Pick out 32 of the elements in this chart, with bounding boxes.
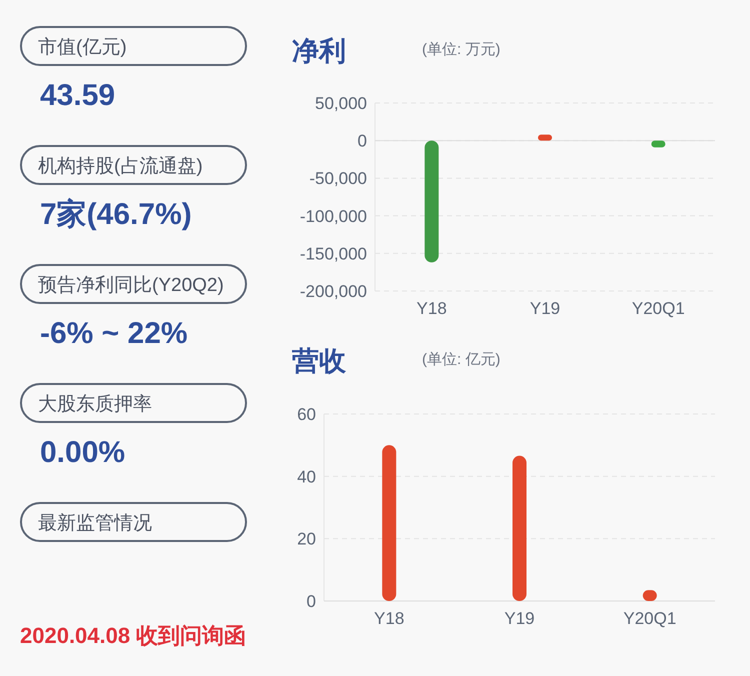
y-tick-label: 50,000	[315, 94, 367, 113]
y-tick-label: -150,000	[300, 244, 367, 264]
y-tick-label: 60	[297, 405, 316, 424]
text: 7家(46.7%)	[40, 197, 192, 231]
y-tick-label: 0	[306, 592, 316, 611]
x-tick-label: Y18	[416, 299, 447, 318]
text: 大股东质押率	[38, 393, 152, 415]
x-tick-label: Y19	[504, 609, 535, 628]
chart-subtitle: (单位: 万元)	[422, 41, 500, 58]
chart-title: 净利	[292, 36, 346, 66]
y-tick-label: 0	[358, 132, 367, 151]
text: 市值(亿元)	[38, 36, 127, 58]
text: 机构持股(占流通盘)	[38, 155, 203, 177]
y-tick-label: -200,000	[300, 282, 367, 301]
x-tick-label: Y19	[530, 299, 560, 318]
y-tick-label: 20	[297, 530, 316, 549]
text: 最新监管情况	[38, 512, 152, 534]
y-tick-label: 40	[297, 467, 316, 486]
bar	[382, 445, 396, 601]
text: 43.59	[40, 79, 116, 112]
y-tick-label: -100,000	[300, 206, 367, 226]
chart-title: 营收	[291, 346, 347, 376]
chart-subtitle: (单位: 亿元)	[422, 351, 500, 368]
x-tick-label: Y20Q1	[632, 299, 685, 318]
x-tick-label: Y18	[374, 609, 404, 628]
text: -6% ~ 22%	[40, 317, 188, 350]
text: 2020.04.08 收到问询函	[20, 623, 246, 648]
bar	[512, 456, 526, 601]
x-tick-label: Y20Q1	[623, 609, 676, 628]
text: 0.00%	[40, 436, 126, 469]
text: 预告净利同比(Y20Q2)	[38, 275, 224, 296]
y-tick-label: -50,000	[309, 169, 367, 188]
